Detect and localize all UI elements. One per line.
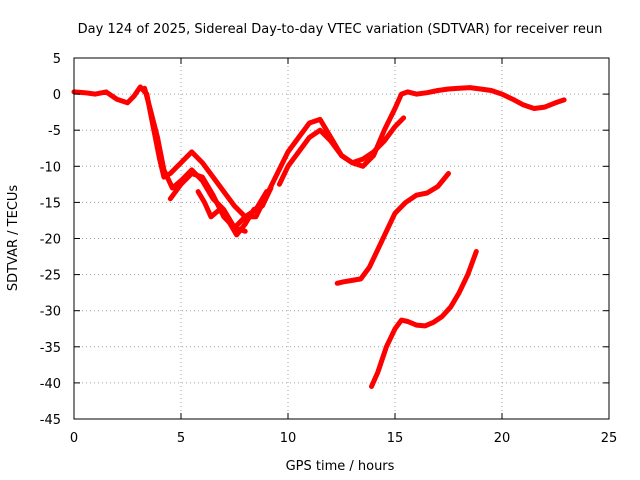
- x-axis-label: GPS time / hours: [286, 459, 395, 474]
- y-tick-label: 5: [53, 52, 61, 67]
- series-track-4: [195, 185, 274, 238]
- y-tick-label: 0: [53, 88, 61, 103]
- x-tick-label: 20: [494, 431, 511, 446]
- x-tick-label: 10: [280, 431, 297, 446]
- x-tick-label: 25: [601, 431, 618, 446]
- x-tick-label: 5: [177, 431, 185, 446]
- y-tick-label: -5: [48, 124, 61, 139]
- y-tick-label: -25: [40, 269, 61, 284]
- y-axis-label: SDTVAR / TECUs: [6, 185, 21, 292]
- y-tick-label: -30: [40, 305, 61, 320]
- grid-lines: [74, 58, 609, 419]
- y-tick-label: -45: [40, 413, 61, 428]
- y-tick-label: -35: [40, 341, 61, 356]
- y-tick-label: -15: [40, 196, 61, 211]
- y-tick-label: -40: [40, 377, 61, 392]
- series-track-5: [276, 115, 407, 187]
- y-tick-label: -10: [40, 160, 61, 175]
- series-track-7: [369, 249, 479, 389]
- x-tick-label: 15: [387, 431, 404, 446]
- x-tick-label: 0: [70, 431, 78, 446]
- axis-ticks: 0 5 10 15 20 25 5 0 -5 -10 -15 -20 -25 -30 -35 -40 -45: [40, 52, 618, 446]
- chart-title: Day 124 of 2025, Sidereal Day-to-day VTE…: [78, 22, 603, 37]
- series-track-6: [334, 171, 451, 286]
- series-track-2: [142, 85, 248, 234]
- data-series: [71, 84, 567, 389]
- y-tick-label: -20: [40, 233, 61, 248]
